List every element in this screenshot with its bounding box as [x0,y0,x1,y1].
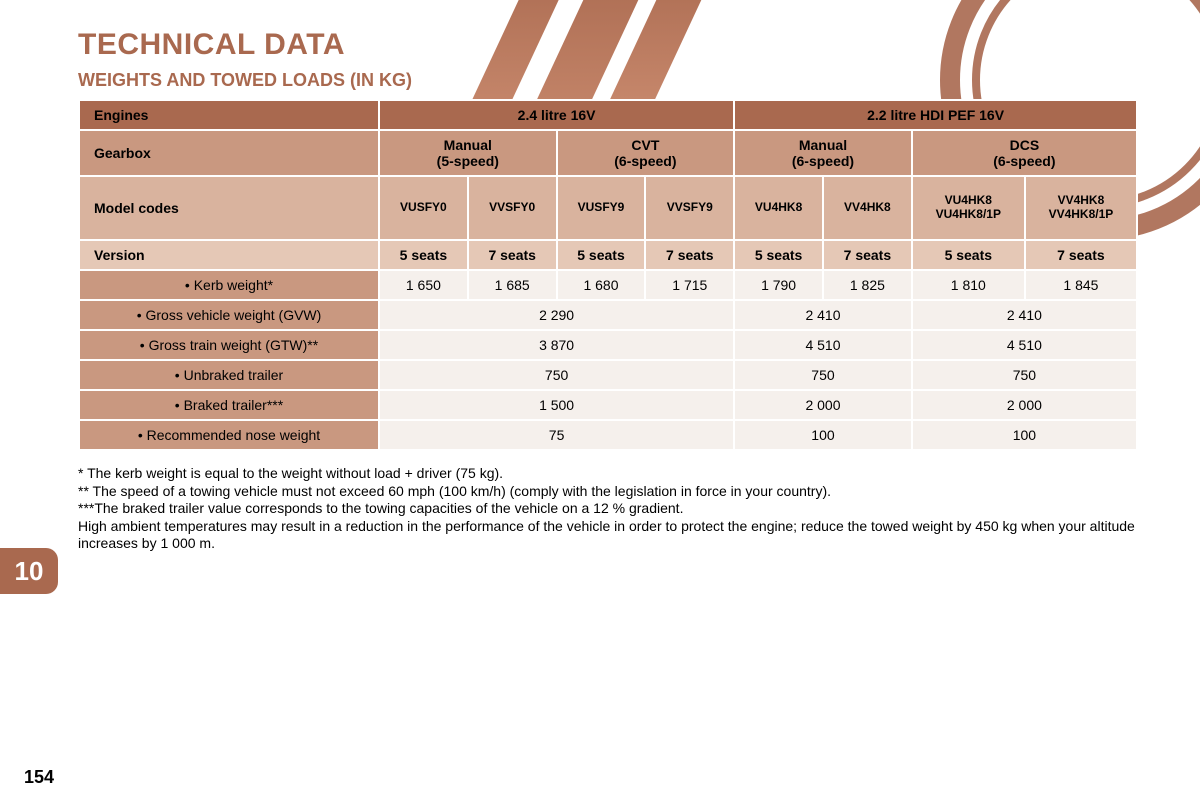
engine-col-0: 2.4 litre 16V [379,100,734,130]
version-cell: 5 seats [379,240,468,270]
row-label: • Gross train weight (GTW)** [79,330,379,360]
data-cell: 1 680 [557,270,646,300]
footnote-line: * The kerb weight is equal to the weight… [78,465,1138,483]
gearbox-3: DCS (6-speed) [912,130,1137,176]
gearbox-2: Manual (6-speed) [734,130,912,176]
footnote-line: ** The speed of a towing vehicle must no… [78,483,1138,501]
data-cell: 4 510 [734,330,912,360]
gearbox-name: DCS [921,137,1128,153]
gearbox-name: Manual [743,137,903,153]
data-cell: 750 [379,360,734,390]
data-cell: 2 290 [379,300,734,330]
gearbox-name: CVT [566,137,726,153]
model-code-cell: VU4HK8 [734,176,823,240]
data-cell: 100 [912,420,1137,450]
gearbox-name: Manual [388,137,548,153]
row-label: • Braked trailer*** [79,390,379,420]
version-cell: 7 seats [645,240,734,270]
data-cell: 1 500 [379,390,734,420]
data-cell: 1 825 [823,270,912,300]
footnote-line: High ambient temperatures may result in … [78,518,1138,553]
data-cell: 750 [912,360,1137,390]
gearbox-speed: (6-speed) [921,153,1128,169]
data-cell: 1 685 [468,270,557,300]
data-cell: 1 715 [645,270,734,300]
data-cell: 75 [379,420,734,450]
page-number: 154 [24,767,54,788]
row-label: • Recommended nose weight [79,420,379,450]
chapter-tab: 10 [0,548,58,594]
gearbox-0: Manual (5-speed) [379,130,557,176]
row-label: • Unbraked trailer [79,360,379,390]
gearbox-speed: (6-speed) [743,153,903,169]
weights-table: Engines 2.4 litre 16V 2.2 litre HDI PEF … [78,99,1138,451]
version-cell: 7 seats [823,240,912,270]
page-title: TECHNICAL DATA [78,28,1160,62]
version-cell: 7 seats [468,240,557,270]
version-cell: 5 seats [912,240,1025,270]
version-cell: 7 seats [1025,240,1137,270]
model-code-cell: VV4HK8VV4HK8/1P [1025,176,1137,240]
data-cell: 3 870 [379,330,734,360]
header-version: Version [79,240,379,270]
model-code-cell: VUSFY9 [557,176,646,240]
model-code-cell: VU4HK8VU4HK8/1P [912,176,1025,240]
gearbox-speed: (6-speed) [566,153,726,169]
gearbox-1: CVT (6-speed) [557,130,735,176]
header-model-codes: Model codes [79,176,379,240]
header-engines: Engines [79,100,379,130]
footnotes: * The kerb weight is equal to the weight… [78,465,1138,553]
version-cell: 5 seats [734,240,823,270]
model-code-cell: VV4HK8 [823,176,912,240]
gearbox-speed: (5-speed) [388,153,548,169]
model-code-cell: VUSFY0 [379,176,468,240]
model-code-cell: VVSFY9 [645,176,734,240]
data-cell: 100 [734,420,912,450]
version-cell: 5 seats [557,240,646,270]
data-cell: 1 790 [734,270,823,300]
data-cell: 1 650 [379,270,468,300]
data-cell: 2 000 [912,390,1137,420]
section-subtitle: WEIGHTS AND TOWED LOADS (IN KG) [78,70,1160,91]
data-cell: 1 810 [912,270,1025,300]
model-code-cell: VVSFY0 [468,176,557,240]
data-cell: 4 510 [912,330,1137,360]
row-label: • Gross vehicle weight (GVW) [79,300,379,330]
data-cell: 2 410 [912,300,1137,330]
footnote-line: ***The braked trailer value corresponds … [78,500,1138,518]
engine-col-1: 2.2 litre HDI PEF 16V [734,100,1137,130]
data-cell: 750 [734,360,912,390]
header-gearbox: Gearbox [79,130,379,176]
data-cell: 1 845 [1025,270,1137,300]
data-cell: 2 000 [734,390,912,420]
row-label: • Kerb weight* [79,270,379,300]
data-cell: 2 410 [734,300,912,330]
